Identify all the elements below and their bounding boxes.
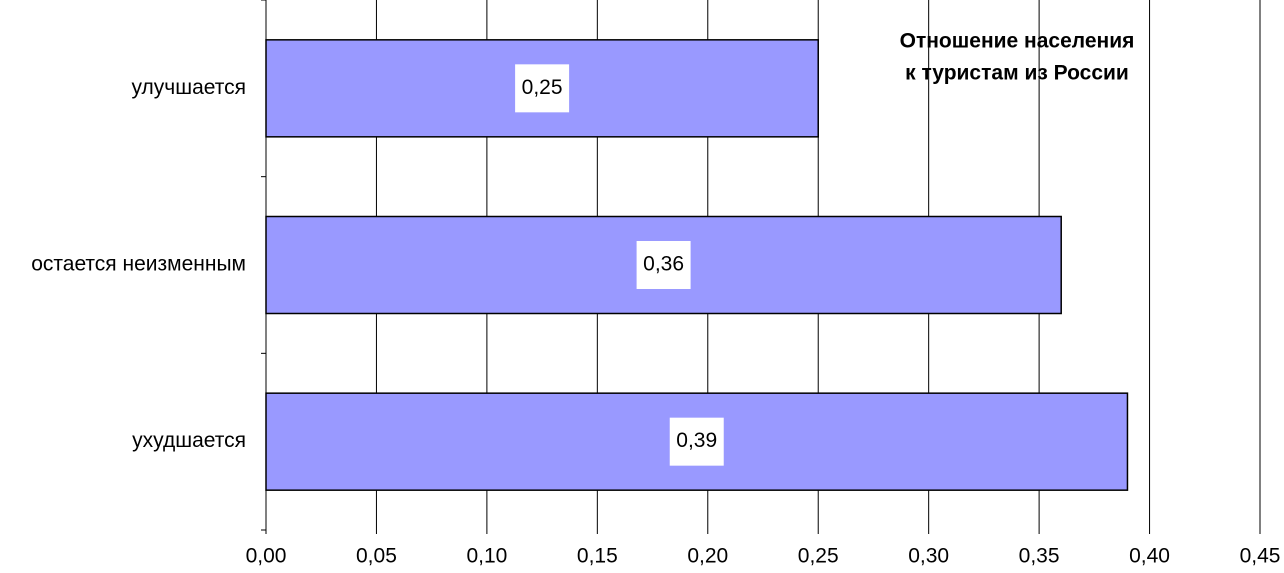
value-label-box	[636, 241, 691, 289]
x-tick-label: 0,25	[798, 545, 839, 568]
x-tick-label: 0,40	[1129, 545, 1170, 568]
value-label: 0,39	[676, 429, 717, 452]
y-tick-label: остается неизменным	[31, 253, 246, 276]
value-label: 0,36	[643, 253, 684, 276]
value-label: 0,25	[522, 76, 563, 99]
value-label-box	[515, 64, 570, 113]
x-tick-label: 0,05	[356, 545, 397, 568]
value-label-box	[669, 417, 724, 466]
y-tick-label: ухудшается	[132, 429, 246, 452]
x-tick-label: 0,00	[246, 545, 287, 568]
chart-title: к туристам из России	[905, 62, 1129, 85]
chart-title: Отношение населения	[900, 30, 1135, 53]
x-tick-label: 0,10	[466, 545, 507, 568]
x-tick-label: 0,20	[687, 545, 728, 568]
x-tick-label: 0,15	[577, 545, 618, 568]
x-tick-label: 0,35	[1019, 545, 1060, 568]
y-tick-label: улучшается	[132, 76, 247, 99]
x-tick-label: 0,45	[1240, 545, 1281, 568]
x-tick-label: 0,30	[908, 545, 949, 568]
